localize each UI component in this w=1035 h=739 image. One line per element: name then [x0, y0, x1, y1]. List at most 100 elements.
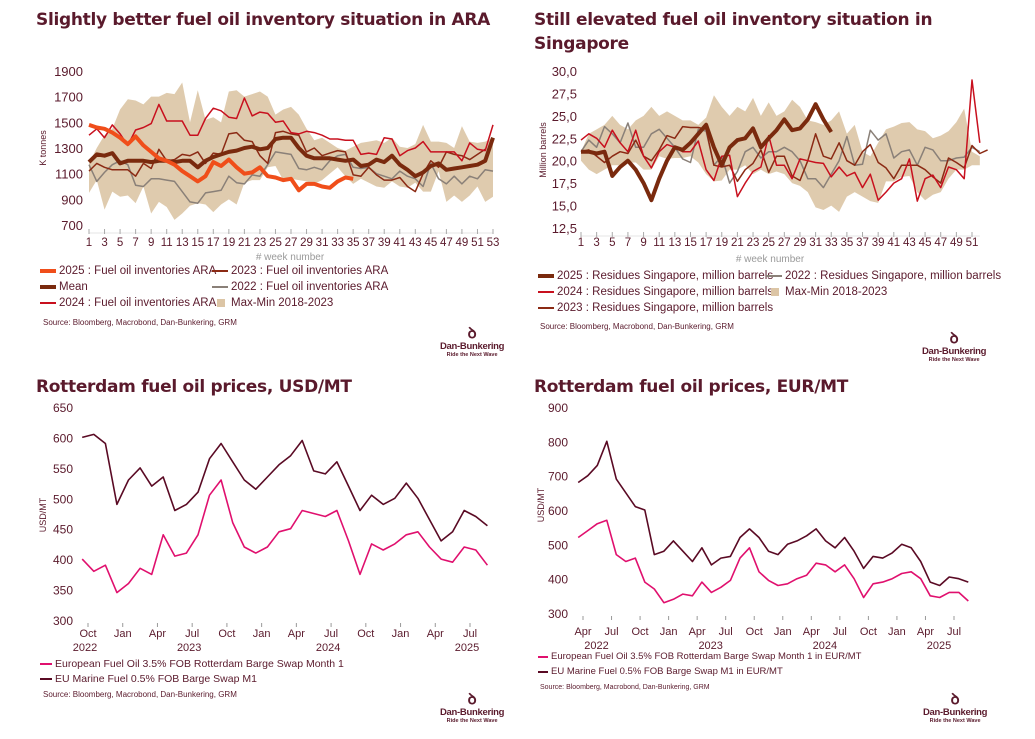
x-tick-label: 21 — [731, 237, 744, 249]
legend-item: Max-Min 2018-2023 — [766, 286, 887, 298]
chart-2: 300 350 400 450 500 550 600 650 USD/MT Oct 2022 Jan… — [38, 401, 489, 654]
y-tick-label: 27,5 — [552, 86, 577, 101]
y-tick-label: 550 — [53, 462, 73, 476]
x-tick-label: 43 — [409, 237, 422, 249]
x-tick-label: 29 — [794, 237, 807, 249]
y-axis-label: Million barrels — [538, 122, 548, 178]
series-line — [88, 130, 486, 193]
legend-item: 2022 : Residues Singapore, million barre… — [766, 270, 1001, 282]
x-tick-label: 47 — [934, 237, 947, 249]
logo-name: Dan-Bunkering — [440, 341, 505, 352]
x-year-label: 2025 — [455, 642, 479, 654]
x-tick-label: 15 — [191, 237, 204, 249]
legend-label: EU Marine Fuel 0.5% FOB Barge Swap M1 in… — [551, 666, 783, 677]
legend-swatch — [40, 269, 56, 273]
y-tick-label: 800 — [548, 435, 568, 449]
chart-title: Slightly better fuel oil inventory situa… — [36, 10, 491, 30]
y-tick-label: 600 — [548, 504, 568, 518]
logo-name: Dan-Bunkering — [440, 707, 505, 718]
x-tick-label: 9 — [148, 237, 154, 249]
legend-label: EU Marine Fuel 0.5% FOB Barge Swap M1 — [55, 673, 257, 685]
x-tick-label: 13 — [668, 237, 681, 249]
x-tick-label: Apr — [149, 628, 166, 640]
series-line — [81, 433, 488, 542]
x-tick-label: 23 — [254, 237, 267, 249]
legend-label: Mean — [59, 281, 88, 293]
x-tick-label: Oct — [860, 626, 877, 638]
x-tick-label: 31 — [809, 237, 822, 249]
x-tick-label: Oct — [218, 628, 235, 640]
logo-mark-icon: ꝺ — [949, 330, 959, 347]
x-tick-label: 35 — [347, 237, 360, 249]
x-tick-label: 15 — [684, 237, 697, 249]
x-tick-label: 19 — [222, 237, 235, 249]
x-axis-label: # week number — [736, 254, 805, 265]
x-tick-label: 25 — [269, 237, 282, 249]
x-tick-label: Oct — [357, 628, 374, 640]
series-line — [88, 151, 494, 204]
series-line — [88, 97, 494, 162]
y-tick-label: 650 — [53, 401, 73, 415]
y-tick-label: 12,5 — [552, 221, 577, 236]
x-tick-label: 9 — [640, 237, 646, 249]
y-tick-label: 1100 — [55, 167, 83, 182]
x-tick-label: Jan — [774, 626, 792, 638]
x-tick-label: 25 — [762, 237, 775, 249]
series-line — [88, 123, 354, 193]
x-tick-label: Jul — [185, 628, 199, 640]
legend-swatch — [40, 302, 56, 304]
chart-title: Still elevated fuel oil inventory situat… — [534, 10, 933, 54]
dan-bunkering-logo: ꝺ Dan-Bunkering Ride the Next Wave — [440, 692, 505, 724]
x-tick-label: Jan — [660, 626, 678, 638]
logo-mark-icon: ꝺ — [950, 691, 960, 708]
x-tick-label: 41 — [887, 237, 900, 249]
legend-swatch — [40, 285, 56, 289]
singapore-panel: Still elevated fuel oil inventory situat… — [518, 0, 1035, 368]
x-tick-label: 17 — [700, 237, 713, 249]
x-tick-label: 7 — [132, 237, 138, 249]
x-tick-label: Apr — [427, 628, 444, 640]
x-tick-label: 43 — [903, 237, 916, 249]
series-line — [87, 135, 495, 179]
dan-bunkering-logo: ꝺ Dan-Bunkering Ride the Next Wave — [922, 330, 986, 363]
x-tick-label: Jan — [392, 628, 410, 640]
dan-bunkering-logo: ꝺ Dan-Bunkering Ride the Next Wave — [440, 326, 505, 358]
legend-swatch — [217, 299, 225, 307]
series-line — [577, 519, 969, 604]
x-tick-label: 3 — [101, 237, 107, 249]
source-note: Source: Bloomberg, Macrobond, Dan-Bunker… — [43, 318, 237, 327]
x-tick-label: 37 — [856, 237, 869, 249]
x-tick-label: 11 — [161, 237, 173, 249]
legend-label: Max-Min 2018-2023 — [231, 297, 334, 309]
x-year-label: 2024 — [316, 642, 340, 654]
logo-tagline: Ride the Next Wave — [928, 357, 980, 363]
legend-label: 2024 : Residues Singapore, million barre… — [557, 286, 774, 298]
legend-swatch — [212, 286, 228, 288]
x-tick-label: 39 — [872, 237, 885, 249]
x-tick-label: 45 — [424, 237, 437, 249]
x-tick-label: 7 — [625, 237, 631, 249]
x-tick-label: Jul — [324, 628, 338, 640]
series-line — [581, 102, 833, 203]
legend-item: Max-Min 2018-2023 — [212, 297, 333, 309]
x-tick-label: Jul — [605, 626, 619, 638]
legend-item: EU Marine Fuel 0.5% FOB Barge Swap M1 — [40, 673, 257, 685]
y-tick-label: 22,5 — [552, 131, 577, 146]
x-tick-label: Jan — [253, 628, 271, 640]
x-tick-label: 37 — [362, 237, 375, 249]
source-note: Source: Bloomberg, Macrobond, Dan-Bunker… — [540, 322, 734, 331]
x-tick-label: Apr — [574, 626, 591, 638]
max-min-band — [89, 82, 493, 220]
y-tick-label: 700 — [61, 218, 83, 233]
chart-title: Rotterdam fuel oil prices, EUR/MT — [534, 377, 849, 397]
legend-item: EU Marine Fuel 0.5% FOB Barge Swap M1 in… — [538, 666, 783, 677]
source-note: Source: Bloomberg, Macrobond, Dan-Bunker… — [540, 684, 710, 691]
y-tick-label: 400 — [53, 553, 73, 567]
legend-swatch — [538, 291, 554, 293]
y-tick-label: 1900 — [54, 64, 83, 79]
y-tick-label: 900 — [548, 401, 568, 415]
x-tick-label: 39 — [378, 237, 391, 249]
x-tick-label: Oct — [79, 628, 96, 640]
y-tick-label: 700 — [548, 470, 568, 484]
